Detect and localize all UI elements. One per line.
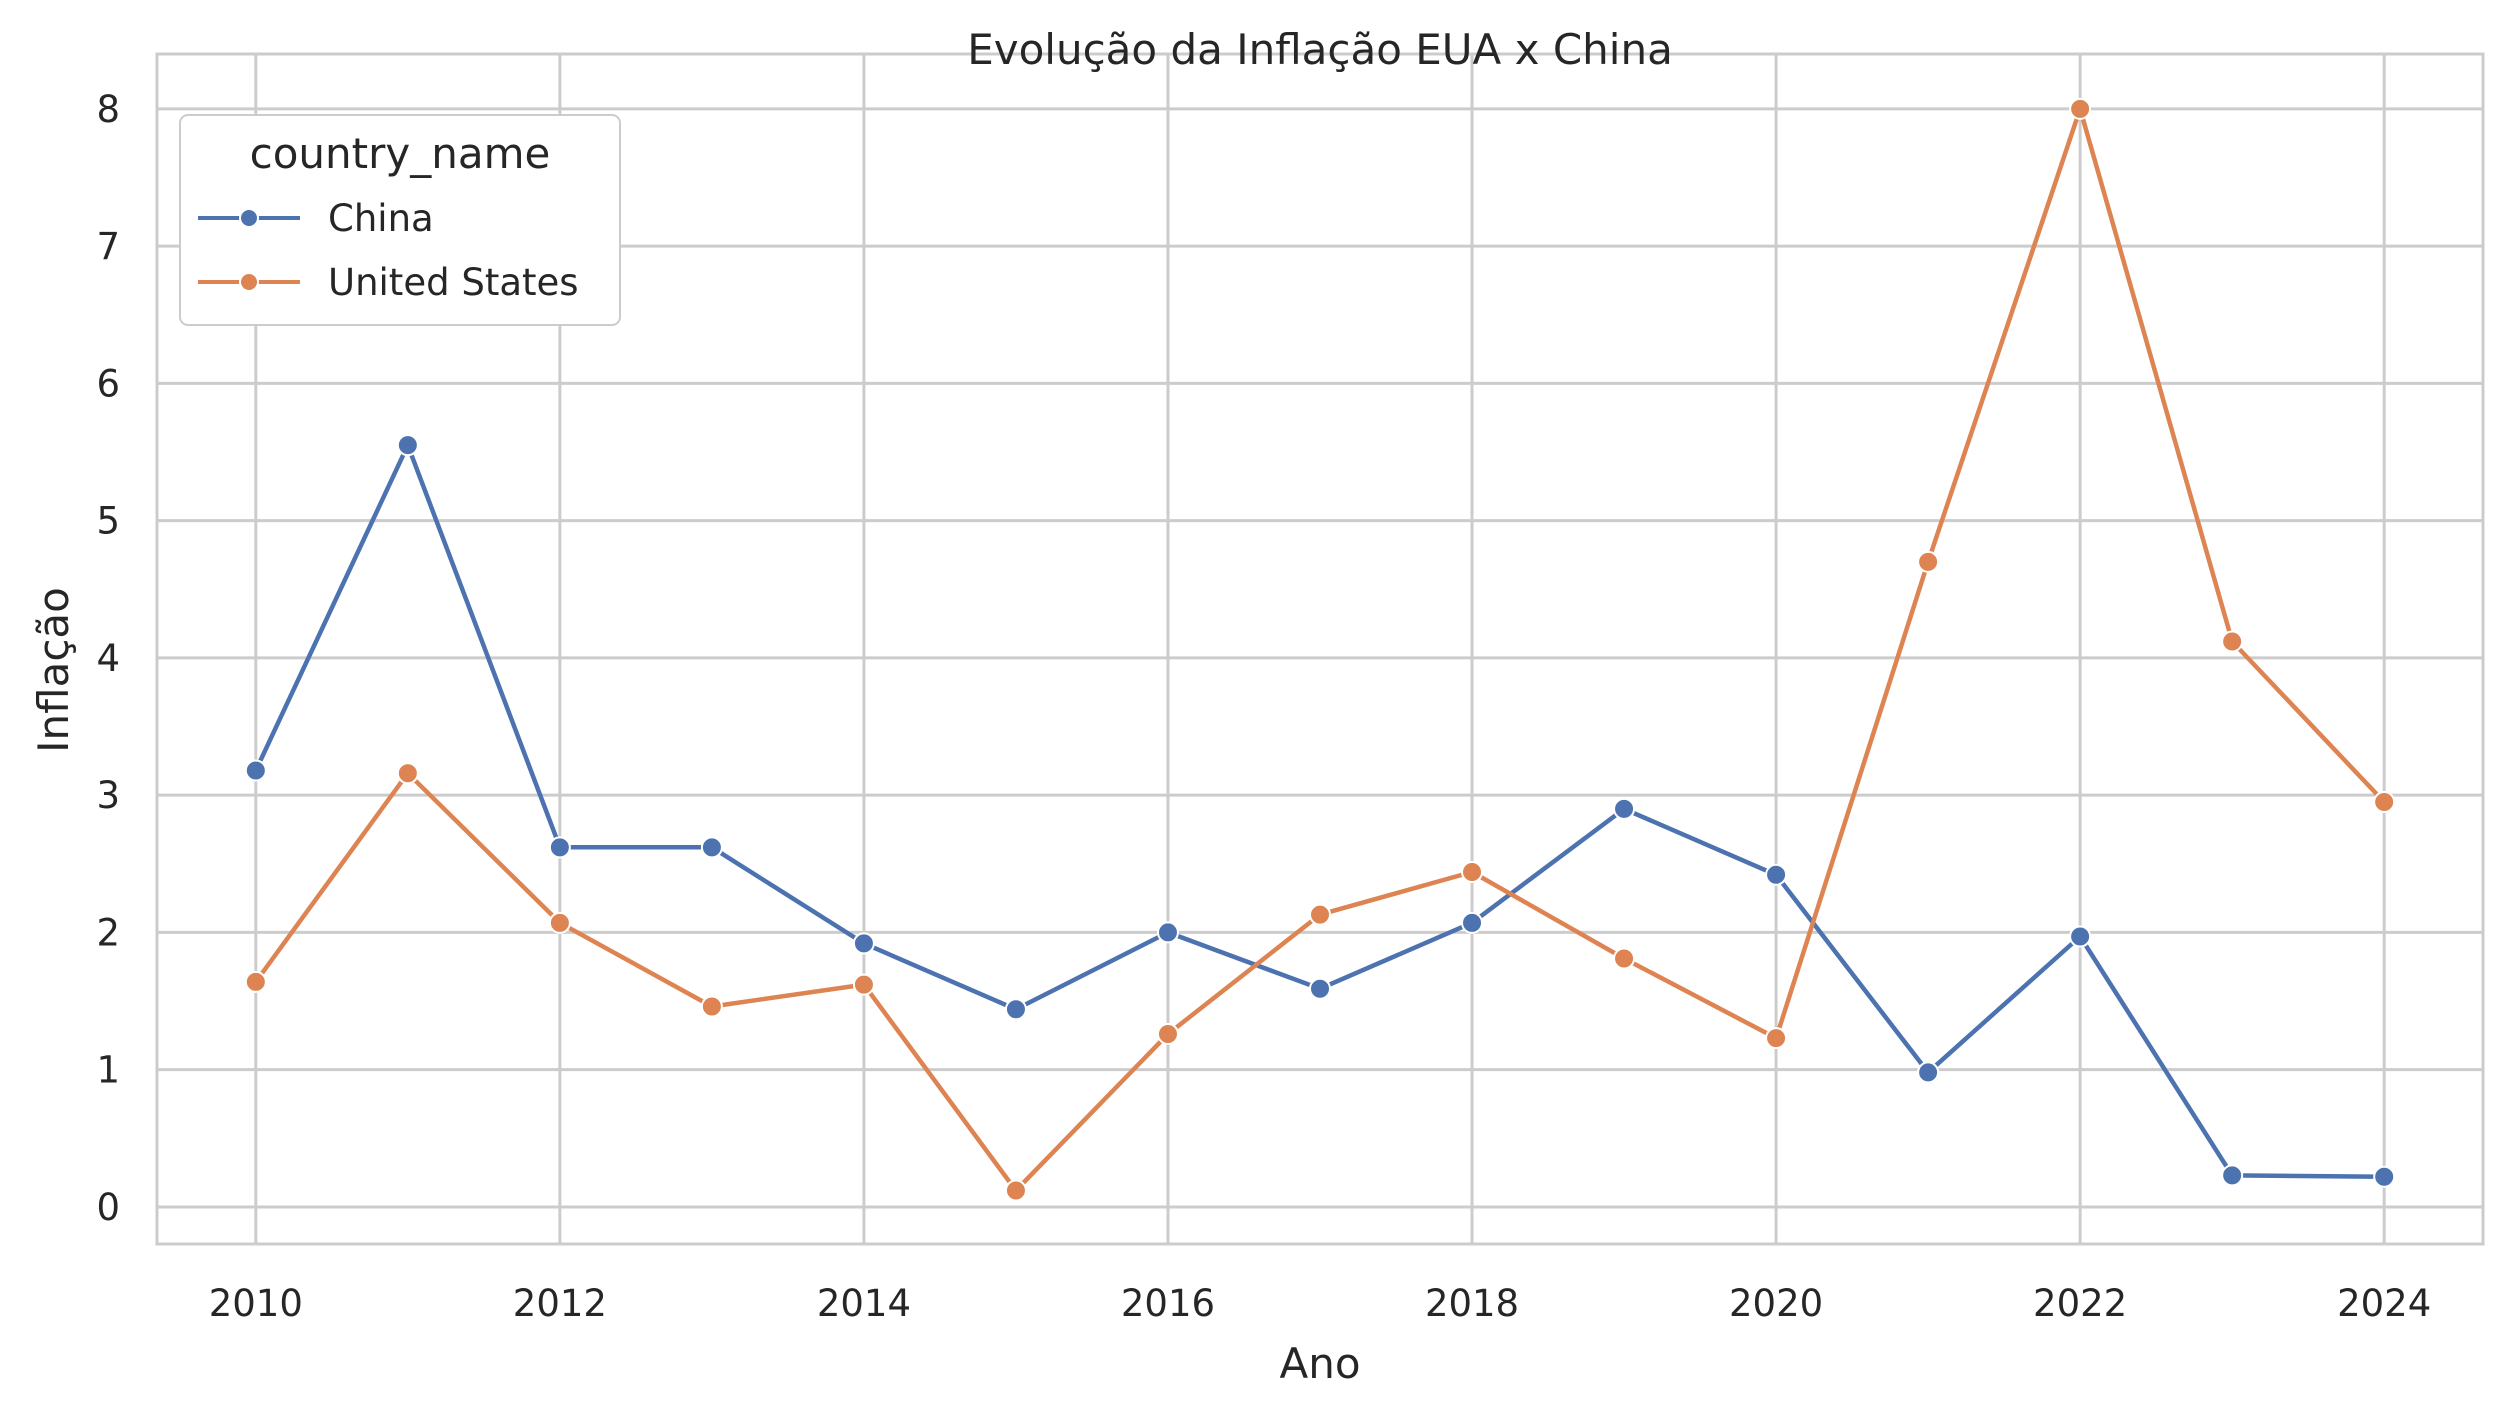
legend-box bbox=[179, 114, 621, 326]
data-point-china bbox=[244, 759, 267, 782]
data-point-united-states bbox=[244, 970, 267, 993]
x-tick-label: 2010 bbox=[209, 1282, 303, 1325]
data-point-united-states bbox=[2373, 791, 2396, 814]
data-point-china bbox=[1613, 797, 1636, 820]
data-point-united-states bbox=[1917, 550, 1940, 573]
x-tick-label: 2018 bbox=[1425, 1282, 1519, 1325]
y-tick-label: 1 bbox=[96, 1049, 120, 1092]
data-point-united-states bbox=[1461, 861, 1484, 884]
data-point-united-states bbox=[548, 911, 571, 934]
plot-frame bbox=[155, 52, 2485, 1246]
y-tick-label: 8 bbox=[96, 88, 120, 131]
data-point-united-states bbox=[1765, 1027, 1788, 1050]
data-point-china bbox=[1156, 921, 1179, 944]
data-point-united-states bbox=[1309, 903, 1331, 926]
data-point-china bbox=[548, 836, 571, 859]
data-point-china bbox=[852, 932, 875, 955]
legend-label-united-states: United States bbox=[328, 261, 579, 304]
data-point-china bbox=[1917, 1061, 1940, 1084]
data-point-united-states bbox=[2221, 630, 2244, 653]
x-tick-label: 2024 bbox=[2337, 1282, 2431, 1325]
series-layer bbox=[244, 97, 2396, 1202]
x-tick-label: 2014 bbox=[817, 1282, 911, 1325]
data-point-china bbox=[1461, 911, 1484, 934]
y-tick-label: 7 bbox=[96, 225, 120, 268]
legend-label-china: China bbox=[328, 197, 434, 240]
y-axis-label: Inflação bbox=[29, 587, 78, 753]
y-tick-label: 2 bbox=[96, 911, 120, 954]
data-point-united-states bbox=[2069, 97, 2092, 120]
data-point-china bbox=[2221, 1164, 2244, 1187]
x-tick-label: 2022 bbox=[2033, 1282, 2127, 1325]
x-tick-label: 2020 bbox=[1729, 1282, 1823, 1325]
x-tick-label: 2012 bbox=[513, 1282, 607, 1325]
x-tick-label: 2016 bbox=[1121, 1282, 1215, 1325]
legend-marker-china bbox=[239, 208, 259, 228]
data-point-china bbox=[1004, 998, 1027, 1021]
tick-labels: 0 1 2 3 4 5 6 7 8 2010 2012 2014 2016 2018 2020 2022 202… bbox=[96, 88, 2431, 1325]
y-tick-label: 4 bbox=[96, 637, 120, 680]
y-tick-label: 0 bbox=[96, 1186, 120, 1229]
data-point-china bbox=[2373, 1165, 2396, 1188]
data-point-united-states bbox=[1004, 1179, 1027, 1202]
data-point-china bbox=[2069, 925, 2092, 948]
data-point-china bbox=[1765, 863, 1788, 886]
data-point-united-states bbox=[1613, 947, 1636, 970]
y-tick-label: 3 bbox=[96, 774, 120, 817]
x-axis-label: Ano bbox=[1279, 1339, 1360, 1388]
chart-title: Evolução da Inflação EUA x China bbox=[967, 25, 1673, 74]
y-tick-label: 5 bbox=[96, 500, 120, 543]
legend: country_name China United States bbox=[179, 114, 621, 326]
data-point-united-states bbox=[700, 995, 723, 1018]
data-point-united-states bbox=[852, 973, 875, 996]
data-point-china bbox=[396, 434, 419, 457]
data-point-china bbox=[1309, 977, 1331, 1000]
data-point-united-states bbox=[396, 762, 419, 785]
data-point-united-states bbox=[1156, 1023, 1179, 1045]
data-point-china bbox=[700, 836, 723, 859]
legend-title: country_name bbox=[250, 129, 551, 178]
legend-marker-united-states bbox=[239, 272, 259, 292]
y-tick-label: 6 bbox=[96, 362, 120, 405]
